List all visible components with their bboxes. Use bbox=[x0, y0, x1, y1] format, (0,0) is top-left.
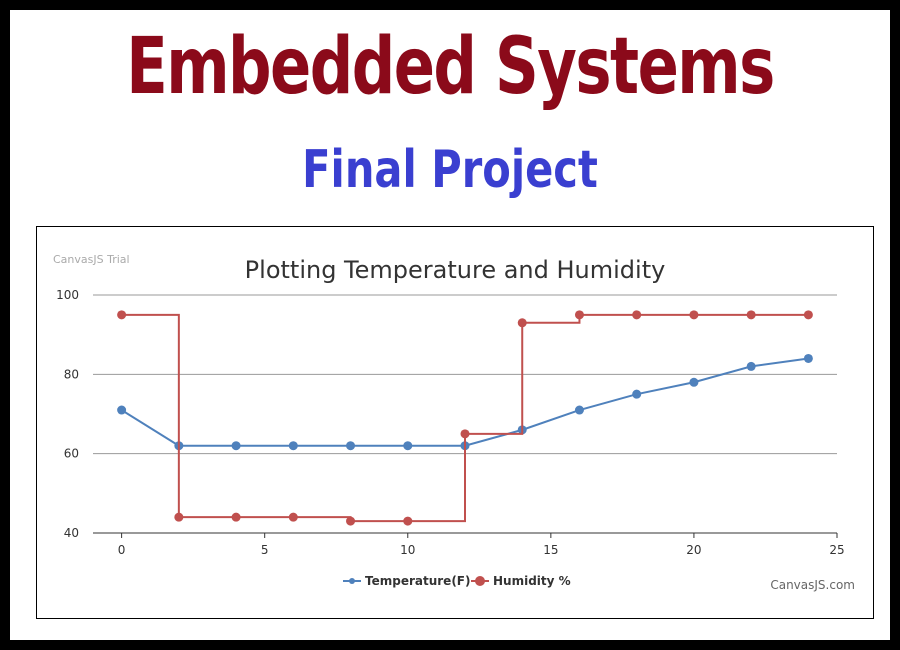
x-tick-label: 20 bbox=[686, 543, 701, 557]
legend-label: Humidity % bbox=[493, 574, 571, 588]
data-point bbox=[231, 512, 241, 522]
y-tick-label: 40 bbox=[64, 526, 79, 540]
data-point bbox=[632, 310, 642, 320]
legend-swatch-marker bbox=[475, 576, 485, 586]
data-point bbox=[288, 441, 298, 451]
legend-swatch-marker bbox=[349, 578, 355, 584]
x-tick-label: 10 bbox=[400, 543, 415, 557]
data-point bbox=[346, 441, 356, 451]
data-point bbox=[803, 310, 813, 320]
legend-item: Temperature(F) bbox=[343, 574, 470, 588]
data-point bbox=[346, 516, 356, 526]
x-tick-label: 5 bbox=[261, 543, 269, 557]
page-title: Embedded Systems bbox=[126, 22, 775, 112]
data-point bbox=[403, 516, 413, 526]
data-point bbox=[174, 512, 184, 522]
chart-title: Plotting Temperature and Humidity bbox=[245, 256, 666, 284]
data-point bbox=[117, 405, 127, 415]
data-point bbox=[460, 429, 470, 439]
x-tick-label: 15 bbox=[543, 543, 558, 557]
y-tick-label: 80 bbox=[64, 367, 79, 381]
data-point bbox=[517, 318, 527, 328]
data-point bbox=[689, 310, 699, 320]
y-tick-label: 60 bbox=[64, 447, 79, 461]
data-point bbox=[746, 361, 756, 371]
series-line bbox=[121, 313, 809, 523]
x-tick-label: 25 bbox=[829, 543, 844, 557]
data-point bbox=[632, 389, 642, 399]
data-point bbox=[689, 377, 699, 387]
data-point bbox=[803, 353, 813, 363]
chart-credit[interactable]: CanvasJS.com bbox=[770, 578, 855, 592]
legend-item: Humidity % bbox=[471, 574, 571, 588]
legend: Temperature(F) Humidity % bbox=[343, 574, 571, 588]
y-tick-label: 100 bbox=[56, 288, 79, 302]
data-point bbox=[231, 441, 241, 451]
page-subtitle: Final Project bbox=[302, 140, 598, 200]
data-point bbox=[403, 441, 413, 451]
x-tick-label: 0 bbox=[118, 543, 126, 557]
legend-label: Temperature(F) bbox=[365, 574, 470, 588]
data-point bbox=[574, 310, 584, 320]
grid-layer: 40 60 80 100 0 5 10 15 20 25 bbox=[56, 288, 845, 557]
line-chart: CanvasJS Trial Plotting Temperature and … bbox=[53, 253, 855, 592]
chart-watermark: CanvasJS Trial bbox=[53, 253, 130, 266]
poster-frame: Embedded Systems Final Project CanvasJS … bbox=[10, 10, 890, 640]
data-point bbox=[117, 310, 127, 320]
chart-container: CanvasJS Trial Plotting Temperature and … bbox=[36, 226, 874, 619]
data-point bbox=[288, 512, 298, 522]
series-layer bbox=[117, 310, 813, 526]
data-point bbox=[746, 310, 756, 320]
data-point bbox=[574, 405, 584, 415]
